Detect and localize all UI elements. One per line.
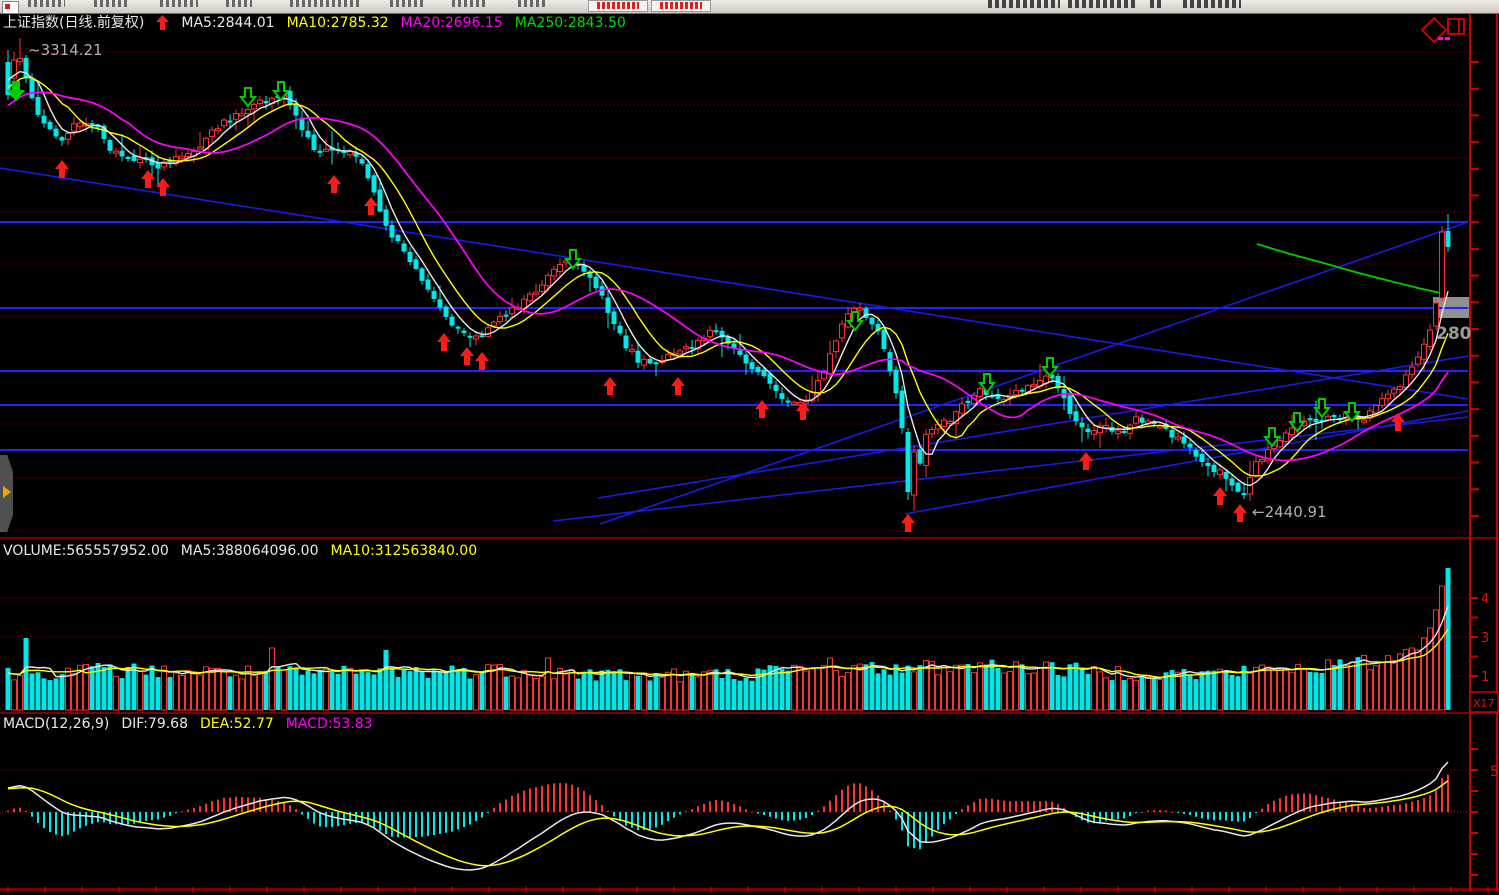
volume-multiplier-label: X17 bbox=[1473, 697, 1495, 710]
menu-banner-partial bbox=[988, 0, 1060, 8]
menu-item-partial[interactable] bbox=[390, 0, 424, 7]
buy-arrow-icon bbox=[55, 160, 69, 178]
menu-item-partial[interactable] bbox=[452, 0, 488, 7]
window-icons[interactable] bbox=[1420, 16, 1465, 44]
buy-arrow-icon bbox=[1391, 413, 1405, 431]
toolbar-red-button-2[interactable] bbox=[651, 0, 711, 12]
menu-item-partial[interactable] bbox=[160, 0, 198, 7]
macd-lines bbox=[7, 761, 1449, 871]
menu-item-partial[interactable] bbox=[28, 0, 65, 7]
menu-banner-partial bbox=[1150, 0, 1164, 8]
menu-item-partial[interactable] bbox=[226, 0, 252, 7]
volume-ma-lines bbox=[7, 605, 1449, 680]
indicator-ma10: MA10:2785.32 bbox=[286, 15, 389, 31]
buy-arrow-icon bbox=[437, 333, 451, 351]
menu-banner-partial bbox=[1068, 0, 1136, 8]
sell-arrow-icon bbox=[238, 87, 258, 108]
pane-frame bbox=[0, 14, 1499, 893]
macd-params: MACD(12,26,9) bbox=[3, 716, 110, 732]
peak-price-label: ~3314.21 bbox=[28, 41, 103, 59]
macd-dif: DIF:79.68 bbox=[121, 716, 189, 732]
right-price-label: 280 bbox=[1436, 324, 1472, 344]
toolbar-red-button-1[interactable] bbox=[588, 0, 648, 12]
indicator-ma5: MA5:2844.01 bbox=[181, 15, 275, 31]
buy-arrow-icon bbox=[796, 402, 810, 420]
buy-arrow-icon bbox=[1233, 504, 1247, 522]
macd-dea: DEA:52.77 bbox=[200, 716, 274, 732]
volume-axis-tick: 1 bbox=[1481, 670, 1489, 685]
buy-arrow-icon bbox=[460, 347, 474, 365]
volume-header: VOLUME:565557952.00 MA5:388064096.00 MA1… bbox=[3, 543, 477, 559]
buy-arrow-icon bbox=[671, 377, 685, 395]
buy-arrow-icon bbox=[475, 352, 489, 370]
buy-arrow-icon bbox=[141, 170, 155, 188]
menu-item-partial[interactable] bbox=[290, 0, 360, 7]
buy-arrow-icon bbox=[1079, 452, 1093, 470]
app-icon[interactable] bbox=[2, 1, 19, 14]
volume-value: VOLUME:565557952.00 bbox=[3, 543, 169, 559]
sell-arrow-icon bbox=[6, 81, 26, 102]
sell-arrow-icon bbox=[1040, 357, 1060, 378]
volume-ma10: MA10:312563840.00 bbox=[330, 543, 478, 559]
sell-arrow-icon bbox=[563, 249, 583, 270]
sell-arrow-icon bbox=[845, 311, 865, 332]
menu-bar bbox=[0, 0, 1499, 14]
buy-arrow-icon bbox=[901, 514, 915, 532]
split-window-icon bbox=[1447, 18, 1465, 35]
buy-arrow-icon bbox=[603, 377, 617, 395]
diamond-icon bbox=[1420, 16, 1448, 44]
menu-banner-partial bbox=[1183, 0, 1241, 8]
sell-arrow-icon bbox=[1342, 402, 1362, 423]
volume-axis-tick: 3 bbox=[1481, 631, 1489, 646]
buy-arrow-icon bbox=[755, 400, 769, 418]
chart-title: 上证指数(日线.前复权) bbox=[3, 15, 145, 31]
sell-arrow-icon bbox=[1287, 412, 1307, 433]
buy-arrow-icon bbox=[327, 175, 341, 193]
sell-arrow-icon bbox=[1262, 427, 1282, 448]
ma250-line bbox=[1256, 243, 1446, 295]
main-chart-header: 上证指数(日线.前复权) MA5:2844.01 MA10:2785.32 MA… bbox=[3, 15, 626, 31]
buy-arrow-icon bbox=[364, 197, 378, 215]
volume-axis-tick: 4 bbox=[1481, 592, 1489, 607]
low-price-label: ←2440.91 bbox=[1252, 503, 1327, 521]
volume-bars[interactable] bbox=[5, 568, 1451, 711]
signal-arrows bbox=[6, 81, 1405, 532]
indicator-ma250: MA250:2843.50 bbox=[514, 15, 626, 31]
drawer-handle[interactable] bbox=[0, 455, 13, 532]
buy-arrow-icon bbox=[156, 178, 170, 196]
macd-value: MACD:53.83 bbox=[285, 716, 373, 732]
menu-item-partial[interactable] bbox=[94, 0, 130, 7]
sell-arrow-icon bbox=[271, 81, 291, 102]
sell-arrow-icon bbox=[1312, 398, 1332, 419]
volume-ma5: MA5:388064096.00 bbox=[180, 543, 319, 559]
menu-item-partial[interactable] bbox=[518, 0, 548, 7]
sell-arrow-icon bbox=[977, 373, 997, 394]
macd-axis-tick: 5 bbox=[1490, 764, 1499, 780]
macd-header: MACD(12,26,9) DIF:79.68 DEA:52.77 MACD:5… bbox=[3, 716, 373, 732]
axis-labels: 4 3 1 5 X17 280 bbox=[1436, 324, 1499, 780]
candlesticks[interactable] bbox=[5, 38, 1451, 511]
drawer-arrow-icon bbox=[3, 486, 11, 498]
indicator-ma20: MA20:2696.15 bbox=[400, 15, 503, 31]
up-arrow-icon bbox=[156, 15, 170, 30]
price-ma-lines bbox=[7, 70, 1449, 487]
buy-arrow-icon bbox=[1213, 487, 1227, 505]
